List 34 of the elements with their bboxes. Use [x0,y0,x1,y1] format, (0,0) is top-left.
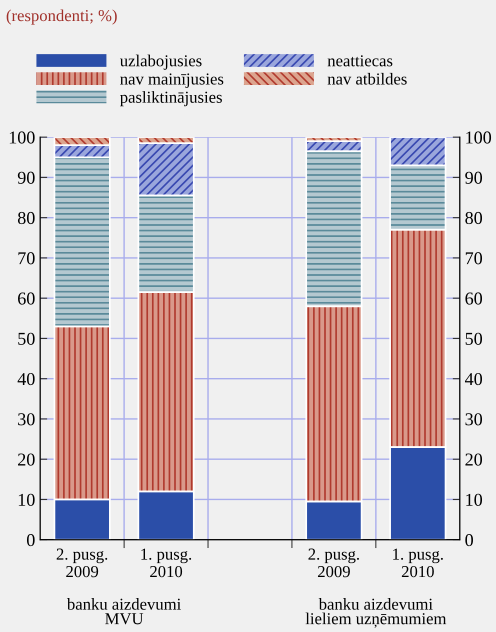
y-tick-label: 80 [18,212,35,224]
x-tick-label: 2. pusg. 2009 [308,548,359,578]
y-tick-label: 10 [18,494,35,506]
text: banku aizdevumi lieliem uzņēmumiem [306,598,446,628]
y2-tick-label: 100 [466,131,492,144]
y2-tick-label: 20 [465,453,482,466]
y-tick-label: 90 [18,172,35,184]
y2-tick-label: 0 [465,534,473,546]
y2-tick-label: 30 [466,413,482,426]
y2-tick-label: 80 [465,212,482,224]
legend-label: pasliktinājusies [120,91,222,106]
y2-tick-label: 90 [465,172,482,184]
x-tick-label: 1. pusg. 2010 [393,548,443,578]
y2-tick-label: 10 [466,494,482,506]
legend-label: uzlabojusies [120,54,202,70]
legend-label: neattiecas [328,55,392,66]
y-tick-label: 40 [18,372,35,386]
y-tick-label: 60 [18,292,35,305]
y-tick-label: 50 [18,332,35,345]
chart-title: (respondenti; %) [6,9,117,25]
y2-tick-label: 70 [466,252,482,264]
text: banku aizdevumi MVU [66,598,181,624]
legend-label: nav atbildes [328,72,407,85]
y-tick-label: 100 [10,131,35,144]
y-tick-label: 30 [18,413,35,426]
y-tick-label: 0 [26,534,35,546]
y-tick-label: 20 [18,453,35,466]
x-tick-label: 2. pusg. 2009 [56,548,108,578]
legend-label: nav mainījusies [120,73,224,88]
y2-tick-label: 60 [465,292,482,305]
y-tick-label: 70 [18,252,35,264]
y2-tick-label: 50 [466,332,482,345]
y2-tick-label: 40 [465,372,482,386]
x-tick-label: 1. pusg. 2010 [141,548,192,578]
